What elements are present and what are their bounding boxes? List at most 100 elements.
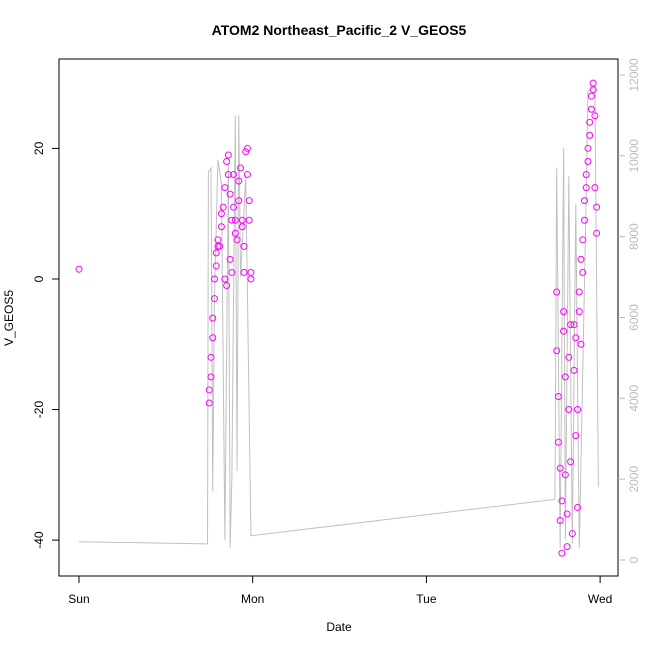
data-point (586, 131, 594, 139)
data-point (580, 216, 588, 224)
data-point (554, 438, 562, 446)
data-point (575, 288, 583, 296)
data-point (224, 151, 232, 159)
data-point (209, 314, 217, 322)
data-point (230, 171, 238, 179)
data-point (579, 268, 587, 276)
data-point (205, 399, 213, 407)
data-point (580, 197, 588, 205)
data-point (574, 503, 582, 511)
data-point (553, 347, 561, 355)
data-point (226, 190, 234, 198)
data-point (558, 497, 566, 505)
chart-title: ATOM2 Northeast_Pacific_2 V_GEOS5 (212, 22, 467, 38)
data-point (226, 255, 234, 263)
data-point (224, 171, 232, 179)
data-point (584, 157, 592, 165)
y2-tick-label: 4000 (627, 385, 641, 412)
y2-tick-label: 10000 (627, 139, 641, 173)
data-point (207, 353, 215, 361)
data-point (212, 249, 220, 257)
y2-tick-label: 0 (627, 556, 641, 563)
data-point (228, 268, 236, 276)
data-point (554, 392, 562, 400)
data-point (247, 268, 255, 276)
y-tick-label: 0 (32, 275, 46, 282)
data-point (574, 406, 582, 414)
data-point (205, 386, 213, 394)
data-point (577, 255, 585, 263)
data-point (589, 79, 597, 87)
y2-tick-label: 6000 (627, 304, 641, 331)
data-point (238, 216, 246, 224)
data-point (223, 157, 231, 165)
data-point (591, 112, 599, 120)
y2-tick-label: 12000 (627, 58, 641, 92)
data-point (575, 308, 583, 316)
y-tick-label: -20 (32, 401, 46, 419)
x-tick-label: Sun (68, 592, 89, 606)
data-point (560, 308, 568, 316)
data-point (577, 340, 585, 348)
data-point (567, 458, 575, 466)
data-point (207, 373, 215, 381)
x-tick-label: Tue (416, 592, 437, 606)
data-point (563, 543, 571, 551)
data-point (593, 203, 601, 211)
data-point (235, 177, 243, 185)
data-point (238, 223, 246, 231)
data-point (217, 210, 225, 218)
data-point (221, 275, 229, 283)
data-point (223, 282, 231, 290)
data-point (231, 229, 239, 237)
data-point (221, 184, 229, 192)
data-point (247, 275, 255, 283)
data-point (240, 242, 248, 250)
data-point (556, 517, 564, 525)
data-point (589, 86, 597, 94)
data-point (217, 223, 225, 231)
altitude-line (78, 86, 599, 548)
data-point (582, 171, 590, 179)
data-point (243, 144, 251, 152)
data-point (230, 203, 238, 211)
data-point (231, 216, 239, 224)
data-point (210, 275, 218, 283)
data-point (570, 366, 578, 374)
data-point (553, 288, 561, 296)
data-point (586, 118, 594, 126)
data-point (214, 236, 222, 244)
data-point (245, 216, 253, 224)
data-point (216, 242, 224, 250)
data-point (75, 265, 83, 273)
data-point (587, 105, 595, 113)
x-tick-label: Wed (588, 592, 612, 606)
data-point (233, 236, 241, 244)
data-point (587, 92, 595, 100)
data-point (237, 164, 245, 172)
data-point (556, 464, 564, 472)
y2-tick-label: 8000 (627, 223, 641, 250)
data-point (565, 353, 573, 361)
data-point (582, 184, 590, 192)
data-point (591, 184, 599, 192)
data-point (579, 236, 587, 244)
data-point (240, 268, 248, 276)
x-tick-label: Mon (241, 592, 264, 606)
data-point (567, 321, 575, 329)
y-tick-label: -40 (32, 531, 46, 549)
data-point (593, 229, 601, 237)
data-point (563, 510, 571, 518)
data-point (209, 334, 217, 342)
data-point (228, 216, 236, 224)
data-point (584, 144, 592, 152)
data-point (572, 334, 580, 342)
data-point (245, 197, 253, 205)
data-point (219, 203, 227, 211)
data-point (568, 530, 576, 538)
data-point (570, 321, 578, 329)
data-point (560, 327, 568, 335)
